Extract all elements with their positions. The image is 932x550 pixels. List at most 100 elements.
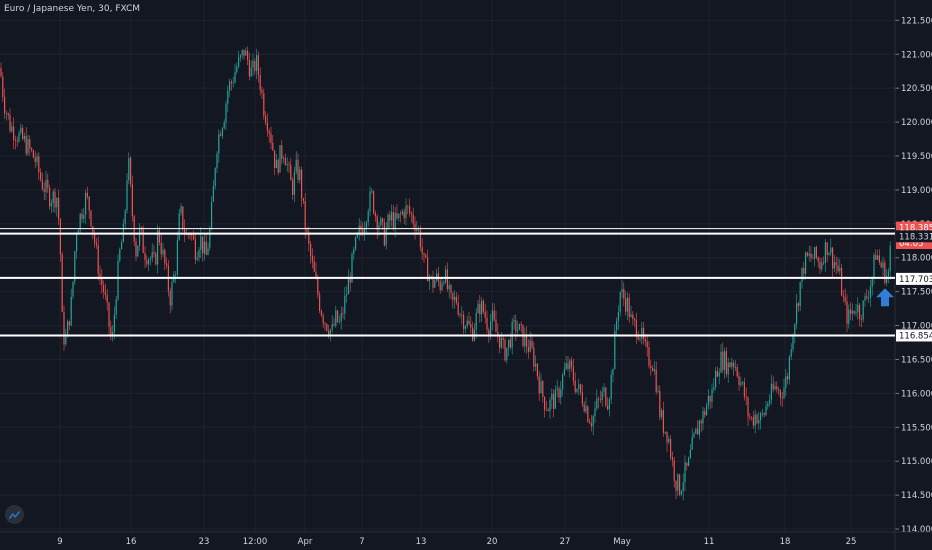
candle-body <box>841 267 843 296</box>
candle-body <box>828 252 830 256</box>
candle-body <box>445 269 447 283</box>
candle-body <box>443 282 445 284</box>
candle-body <box>387 214 389 229</box>
candle-body <box>268 130 270 134</box>
candle-body <box>11 126 13 132</box>
candle-body <box>650 366 652 368</box>
candle-body <box>50 202 52 207</box>
candle-body <box>108 302 110 327</box>
candle-body <box>265 116 267 123</box>
candle-body <box>632 314 634 319</box>
candle-body <box>77 230 79 235</box>
candle-body <box>873 254 875 278</box>
candle-body <box>500 338 502 348</box>
candle-body <box>277 160 279 173</box>
candle-body <box>139 227 141 246</box>
candle-body <box>374 213 376 217</box>
candle-body <box>14 139 16 141</box>
candle-body <box>677 474 679 491</box>
candle-body <box>250 67 252 77</box>
candle-body <box>284 158 286 166</box>
candle-body <box>45 179 47 192</box>
candle-body <box>410 212 412 215</box>
candle-body <box>718 372 720 377</box>
candle-body <box>148 259 150 265</box>
price-label-bg <box>896 329 932 342</box>
candle-body <box>760 413 762 421</box>
candle-body <box>630 314 632 317</box>
price-label: 117.703 <box>899 275 932 285</box>
candle-body <box>553 393 555 409</box>
candle-body <box>470 324 472 328</box>
candle-body <box>736 367 738 377</box>
x-tick-label: 20 <box>487 537 498 547</box>
candle-body <box>425 255 427 258</box>
tradingview-logo-icon[interactable] <box>5 505 24 524</box>
candle-body <box>616 320 618 331</box>
candle-body <box>81 213 83 219</box>
candle-body <box>283 158 285 159</box>
y-tick-label: 117.000 <box>901 322 932 332</box>
candle-body <box>119 249 121 261</box>
candle-body <box>293 172 295 195</box>
candle-body <box>9 114 11 132</box>
candle-body <box>70 296 72 326</box>
candle-body <box>835 262 837 266</box>
candle-body <box>832 247 834 269</box>
candle-body <box>117 260 119 300</box>
candle-body <box>448 285 450 290</box>
candle-body <box>884 262 886 283</box>
candle-body <box>99 274 101 279</box>
y-tick-label: 118.000 <box>901 254 932 264</box>
candle-body <box>355 237 357 250</box>
candle-body <box>49 187 51 207</box>
candle-body <box>194 239 196 260</box>
candle-body <box>646 341 648 348</box>
candle-body <box>758 420 760 424</box>
candle-body <box>805 252 807 274</box>
candle-body <box>243 49 245 56</box>
candle-body <box>594 408 596 417</box>
candle-body <box>52 191 54 203</box>
candle-body <box>130 158 132 185</box>
candle-body <box>614 330 616 370</box>
candle-body <box>720 351 722 373</box>
candle-body <box>657 390 659 392</box>
candle-body <box>653 369 655 371</box>
candle-body <box>371 191 373 193</box>
candle-body <box>407 205 409 207</box>
candle-body <box>524 334 526 347</box>
candle-body <box>724 351 726 370</box>
candle-body <box>787 376 789 380</box>
candle-body <box>491 310 493 322</box>
candle-body <box>306 229 308 232</box>
candle-body <box>711 389 713 402</box>
candle-body <box>882 262 884 268</box>
x-tick-label: 23 <box>199 537 210 547</box>
candle-body <box>558 388 560 398</box>
candle-body <box>104 292 106 295</box>
candle-body <box>639 338 641 340</box>
candle-body <box>254 61 256 71</box>
candle-body <box>619 292 621 312</box>
candle-body <box>155 253 157 265</box>
candle-body <box>301 169 303 199</box>
candle-body <box>814 247 816 259</box>
candle-body <box>162 249 164 255</box>
candle-body <box>144 252 146 261</box>
candle-body <box>416 228 418 231</box>
candle-body <box>751 416 753 418</box>
candle-body <box>799 281 801 307</box>
candle-body <box>326 323 328 331</box>
candle-body <box>806 252 808 256</box>
candle-body <box>536 363 538 377</box>
candle-body <box>364 228 366 235</box>
candle-body <box>22 127 24 140</box>
candle-body <box>621 289 623 293</box>
candle-body <box>587 406 589 422</box>
candle-body <box>673 460 675 481</box>
candle-body <box>7 113 9 115</box>
candle-body <box>859 304 861 319</box>
candle-body <box>652 367 654 371</box>
